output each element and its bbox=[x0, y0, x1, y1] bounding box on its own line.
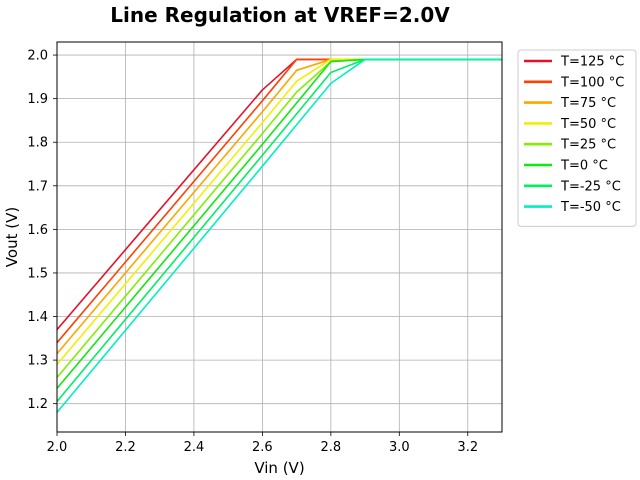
legend: T=125 °C T=100 °C T=75 °C T=50 °C T=25 °C T=0… bbox=[517, 49, 637, 227]
legend-label: T=25 °C bbox=[560, 138, 616, 153]
x-axis-label: Vin (V) bbox=[254, 459, 304, 477]
tick-layer: 2.0 2.2 2.4 2.6 2.8 3.0 3.2 1.2 1.3 1.4 1.5 1.6 1.7 1… bbox=[27, 49, 478, 455]
x-tick-label: 3.2 bbox=[457, 440, 478, 455]
y-tick-label: 1.2 bbox=[27, 397, 48, 412]
x-tick-label: 2.0 bbox=[47, 440, 68, 455]
y-axis-label: Vout (V) bbox=[3, 207, 21, 267]
x-tick-label: 2.4 bbox=[184, 440, 205, 455]
legend-label: T=100 °C bbox=[560, 75, 624, 90]
x-tick-label: 2.2 bbox=[115, 440, 136, 455]
x-tick-label: 2.6 bbox=[252, 440, 273, 455]
y-tick-label: 1.8 bbox=[27, 136, 48, 151]
legend-label: T=-50 °C bbox=[560, 200, 621, 215]
legend-box bbox=[517, 49, 637, 227]
y-tick-label: 1.9 bbox=[27, 92, 48, 107]
y-tick-label: 1.7 bbox=[27, 179, 48, 194]
legend-label: T=0 °C bbox=[560, 159, 608, 174]
y-tick-label: 1.6 bbox=[27, 223, 48, 238]
legend-label: T=50 °C bbox=[560, 117, 616, 132]
y-tick-label: 1.4 bbox=[27, 310, 48, 325]
plot-frame bbox=[56, 41, 503, 433]
series-layer bbox=[57, 58, 502, 413]
chart-title: Line Regulation at VREF=2.0V bbox=[110, 3, 450, 27]
legend-label: T=75 °C bbox=[560, 96, 616, 111]
legend-label: T=-25 °C bbox=[560, 179, 621, 194]
y-tick-label: 2.0 bbox=[27, 49, 48, 64]
y-tick-label: 1.3 bbox=[27, 354, 48, 369]
grid-layer bbox=[56, 42, 502, 432]
series-line-7 bbox=[57, 58, 502, 413]
y-tick-label: 1.5 bbox=[27, 266, 48, 281]
x-tick-label: 2.8 bbox=[321, 440, 342, 455]
legend-label: T=125 °C bbox=[560, 55, 624, 70]
x-tick-label: 3.0 bbox=[389, 440, 410, 455]
